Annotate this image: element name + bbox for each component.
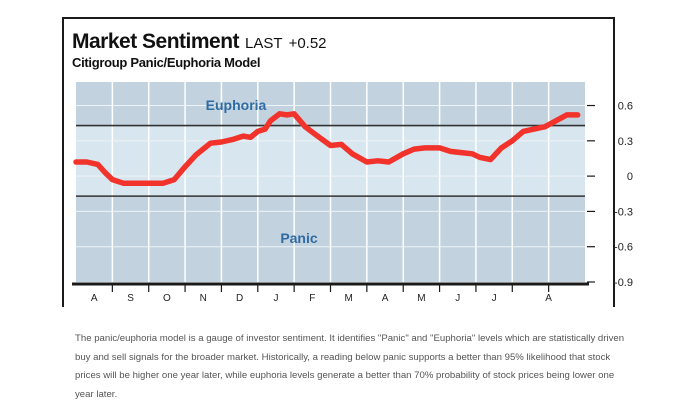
chart-subtitle: Citigroup Panic/Euphoria Model (72, 55, 261, 70)
x-tick-label: N (200, 293, 207, 304)
sentiment-line (73, 111, 581, 186)
x-tick-label: A (91, 293, 98, 304)
x-tick-label: A (545, 293, 552, 304)
x-tick-label: J (273, 293, 278, 304)
y-tick-label: 0.3 (618, 136, 633, 148)
chart-title-row: Market Sentiment LAST +0.52 (72, 30, 327, 54)
x-tick-label: O (163, 293, 171, 304)
y-tick-label: -0.9 (614, 277, 633, 289)
x-tick-label: M (345, 293, 353, 304)
last-label: LAST (245, 35, 283, 52)
x-tick-label: J (492, 293, 497, 304)
panic-label: Panic (280, 230, 318, 246)
x-tick-label: A (382, 293, 389, 304)
euphoria-label: Euphoria (206, 97, 267, 113)
last-value: +0.52 (288, 35, 327, 52)
y-tick-label: -0.6 (614, 242, 633, 254)
y-tick-label: 0.6 (618, 101, 633, 113)
caption-text: The panic/euphoria model is a gauge of i… (75, 333, 625, 400)
x-tick-label: F (309, 293, 315, 304)
chart-title: Market Sentiment (72, 30, 240, 53)
x-tick-label: J (455, 293, 460, 304)
x-tick-label: M (417, 293, 425, 304)
y-tick-label: -0.3 (614, 206, 633, 218)
y-tick-label: 0 (627, 171, 633, 183)
x-tick-label: D (236, 293, 243, 304)
x-tick-label: S (127, 293, 134, 304)
